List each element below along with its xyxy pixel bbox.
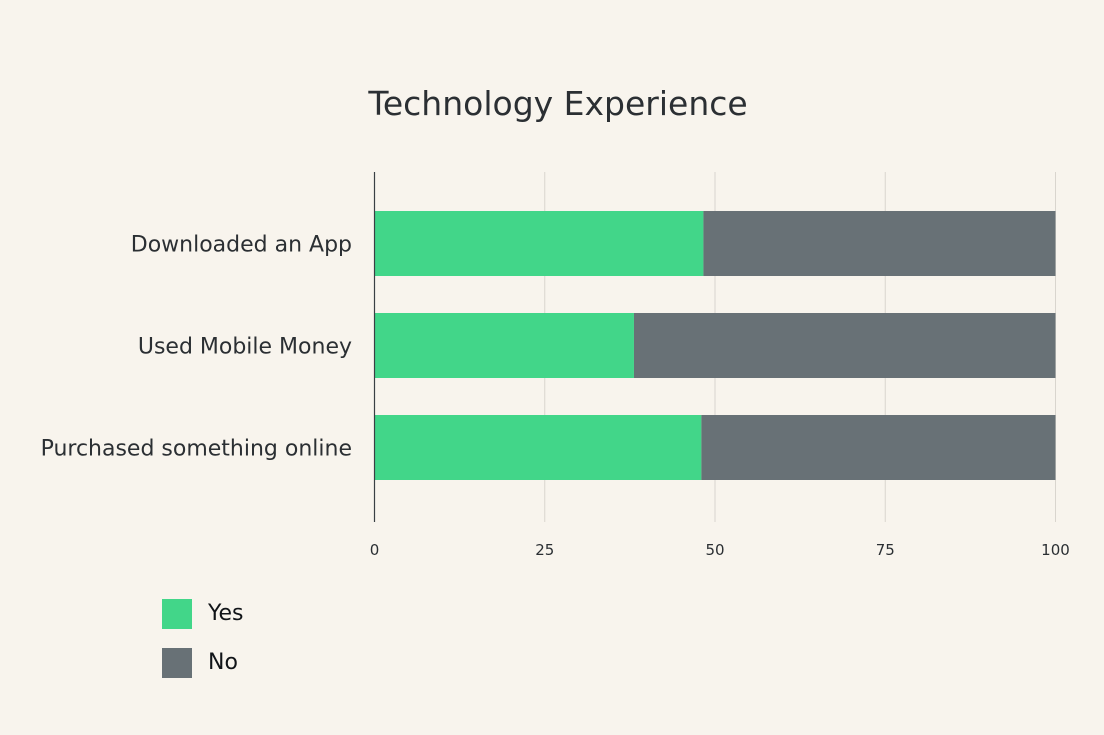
legend-label-no: No xyxy=(208,650,238,675)
bar-no-2[interactable] xyxy=(701,415,1056,480)
bar-no-0[interactable] xyxy=(703,211,1056,276)
category-labels: Downloaded an App Used Mobile Money Purcha… xyxy=(41,233,352,462)
legend-item-yes[interactable]: Yes xyxy=(162,598,244,629)
legend-item-no[interactable]: No xyxy=(162,647,244,678)
bars xyxy=(374,211,1056,480)
category-label: Purchased something online xyxy=(41,437,352,462)
x-tick-labels: 0 25 50 75 100 xyxy=(370,541,1070,559)
category-label: Used Mobile Money xyxy=(138,335,352,360)
legend-swatch-yes xyxy=(162,598,192,629)
x-tick-label: 0 xyxy=(370,541,380,559)
category-label: Downloaded an App xyxy=(131,233,352,258)
x-tick-label: 50 xyxy=(705,541,724,559)
x-tick-label: 75 xyxy=(876,541,895,559)
bar-no-1[interactable] xyxy=(633,313,1056,378)
legend-swatch-no xyxy=(162,647,192,678)
x-tick-label: 100 xyxy=(1041,541,1070,559)
bar-yes-1[interactable] xyxy=(374,313,634,378)
legend: Yes No xyxy=(162,598,244,696)
legend-label-yes: Yes xyxy=(208,601,244,626)
bar-yes-0[interactable] xyxy=(374,211,704,276)
chart-title: Technology Experience xyxy=(367,84,747,123)
x-tick-label: 25 xyxy=(535,541,554,559)
bar-yes-2[interactable] xyxy=(374,415,702,480)
